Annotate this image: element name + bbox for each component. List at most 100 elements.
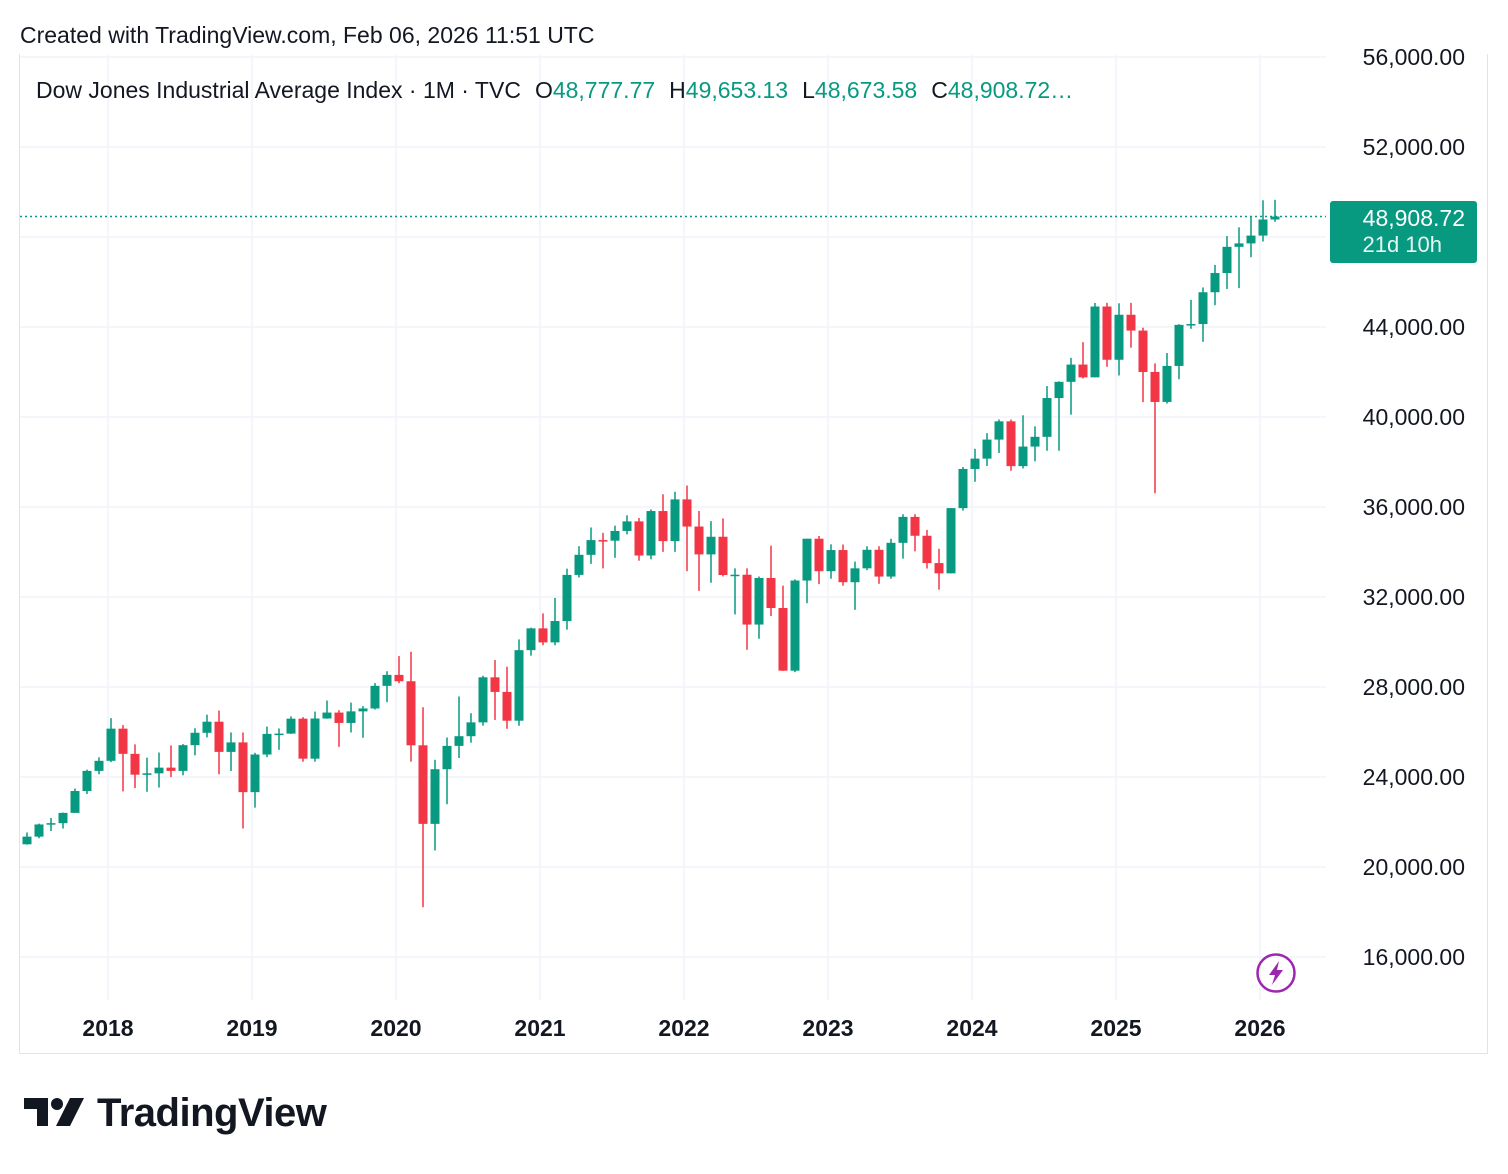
candle-down bbox=[334, 710, 344, 747]
candle-up bbox=[790, 579, 800, 673]
tradingview-logo-icon[interactable] bbox=[22, 1092, 86, 1136]
candle-body bbox=[1114, 314, 1124, 360]
candle-body bbox=[826, 550, 836, 572]
candle-body bbox=[634, 521, 644, 556]
candle-down bbox=[214, 710, 224, 775]
candle-body bbox=[118, 728, 128, 754]
candle-up bbox=[358, 706, 368, 738]
candle-body bbox=[358, 708, 368, 712]
candle-up bbox=[646, 509, 656, 560]
candle-body bbox=[766, 577, 776, 609]
candle-body bbox=[1102, 306, 1112, 360]
candle-body bbox=[202, 721, 212, 733]
candle-up bbox=[802, 538, 812, 604]
candle-body bbox=[238, 742, 248, 793]
candle-body bbox=[838, 550, 848, 583]
candle-down bbox=[1006, 419, 1016, 471]
candle-body bbox=[1150, 371, 1160, 402]
candle-up bbox=[526, 627, 536, 656]
candle-body bbox=[1030, 436, 1040, 447]
candle-body bbox=[886, 542, 896, 577]
candle-up bbox=[1246, 217, 1256, 258]
candle-body bbox=[538, 628, 548, 643]
candle-up bbox=[1186, 299, 1196, 329]
candle-up bbox=[1054, 381, 1064, 451]
candle-body bbox=[562, 574, 572, 622]
candle-body bbox=[994, 421, 1004, 440]
candle-up bbox=[1042, 386, 1052, 451]
candle-body bbox=[682, 499, 692, 527]
candle-up bbox=[670, 491, 680, 552]
candle-body bbox=[874, 549, 884, 577]
y-axis-tick-label: 32,000.00 bbox=[1363, 584, 1465, 610]
candle-up bbox=[982, 433, 992, 466]
candle-down bbox=[1138, 327, 1148, 403]
candle-up bbox=[898, 514, 908, 559]
candle-down bbox=[634, 518, 644, 561]
y-axis-tick-label: 36,000.00 bbox=[1363, 494, 1465, 520]
candle-down bbox=[130, 744, 140, 789]
candle-body bbox=[430, 769, 440, 824]
candle-up bbox=[946, 508, 956, 574]
candle-up bbox=[442, 737, 452, 805]
candle-up bbox=[1162, 353, 1172, 404]
candle-down bbox=[718, 518, 728, 577]
candle-body bbox=[286, 718, 296, 734]
candle-body bbox=[370, 685, 380, 709]
candle-up bbox=[190, 728, 200, 756]
candle-up bbox=[262, 726, 272, 758]
legend-low-label: L bbox=[802, 77, 815, 103]
candle-body bbox=[1006, 421, 1016, 467]
candle-down bbox=[490, 660, 500, 720]
candle-up bbox=[562, 568, 572, 630]
candle-body bbox=[1054, 381, 1064, 399]
candle-up bbox=[46, 817, 56, 831]
candle-body bbox=[1162, 365, 1172, 402]
lightning-icon[interactable] bbox=[1256, 953, 1296, 993]
candle-up bbox=[574, 546, 584, 578]
candle-up bbox=[322, 700, 332, 719]
y-axis-labels: 56,000.0052,000.0048,000.0044,000.0040,0… bbox=[1363, 44, 1465, 970]
candle-up bbox=[754, 576, 764, 639]
candle-down bbox=[1150, 363, 1160, 494]
candle-body bbox=[298, 718, 308, 759]
candle-body bbox=[586, 540, 596, 555]
y-axis-tick-label: 16,000.00 bbox=[1363, 944, 1465, 970]
legend: Dow Jones Industrial Average Index · 1M … bbox=[36, 77, 1073, 104]
candle-down bbox=[166, 745, 176, 778]
candle-body bbox=[22, 836, 32, 845]
candle-down bbox=[1126, 302, 1136, 348]
candle-up bbox=[430, 759, 440, 851]
candle-down bbox=[694, 510, 704, 591]
candlestick-chart[interactable]: 56,000.0052,000.0048,000.0044,000.0040,0… bbox=[0, 0, 1508, 1070]
candle-up bbox=[346, 702, 356, 733]
candle-up bbox=[58, 812, 68, 829]
candle-up bbox=[850, 561, 860, 610]
candle-body bbox=[394, 674, 404, 682]
candle-body bbox=[898, 516, 908, 543]
grid-lines bbox=[20, 55, 1326, 1000]
candle-body bbox=[34, 824, 44, 837]
candle-body bbox=[802, 538, 812, 581]
legend-high-value: 49,653.13 bbox=[685, 77, 789, 103]
candle-down bbox=[682, 485, 692, 572]
candle-body bbox=[454, 736, 464, 746]
candle-body bbox=[658, 511, 668, 542]
candle-down bbox=[502, 666, 512, 729]
candle-up bbox=[1174, 324, 1184, 380]
candle-body bbox=[178, 745, 188, 771]
candle-body bbox=[46, 823, 56, 825]
candle-body bbox=[322, 712, 332, 719]
candle-up bbox=[1018, 415, 1028, 469]
candle-up bbox=[1090, 302, 1100, 378]
candle-up bbox=[706, 521, 716, 583]
candle-body bbox=[1198, 292, 1208, 325]
candle-down bbox=[814, 535, 824, 585]
legend-low-value: 48,673.58 bbox=[814, 77, 918, 103]
candle-down bbox=[934, 548, 944, 590]
candle-up bbox=[106, 718, 116, 763]
candle-body bbox=[718, 536, 728, 576]
tradingview-logo-text[interactable]: TradingView bbox=[97, 1091, 327, 1135]
candle-down bbox=[418, 707, 428, 908]
candle-up bbox=[154, 752, 164, 788]
